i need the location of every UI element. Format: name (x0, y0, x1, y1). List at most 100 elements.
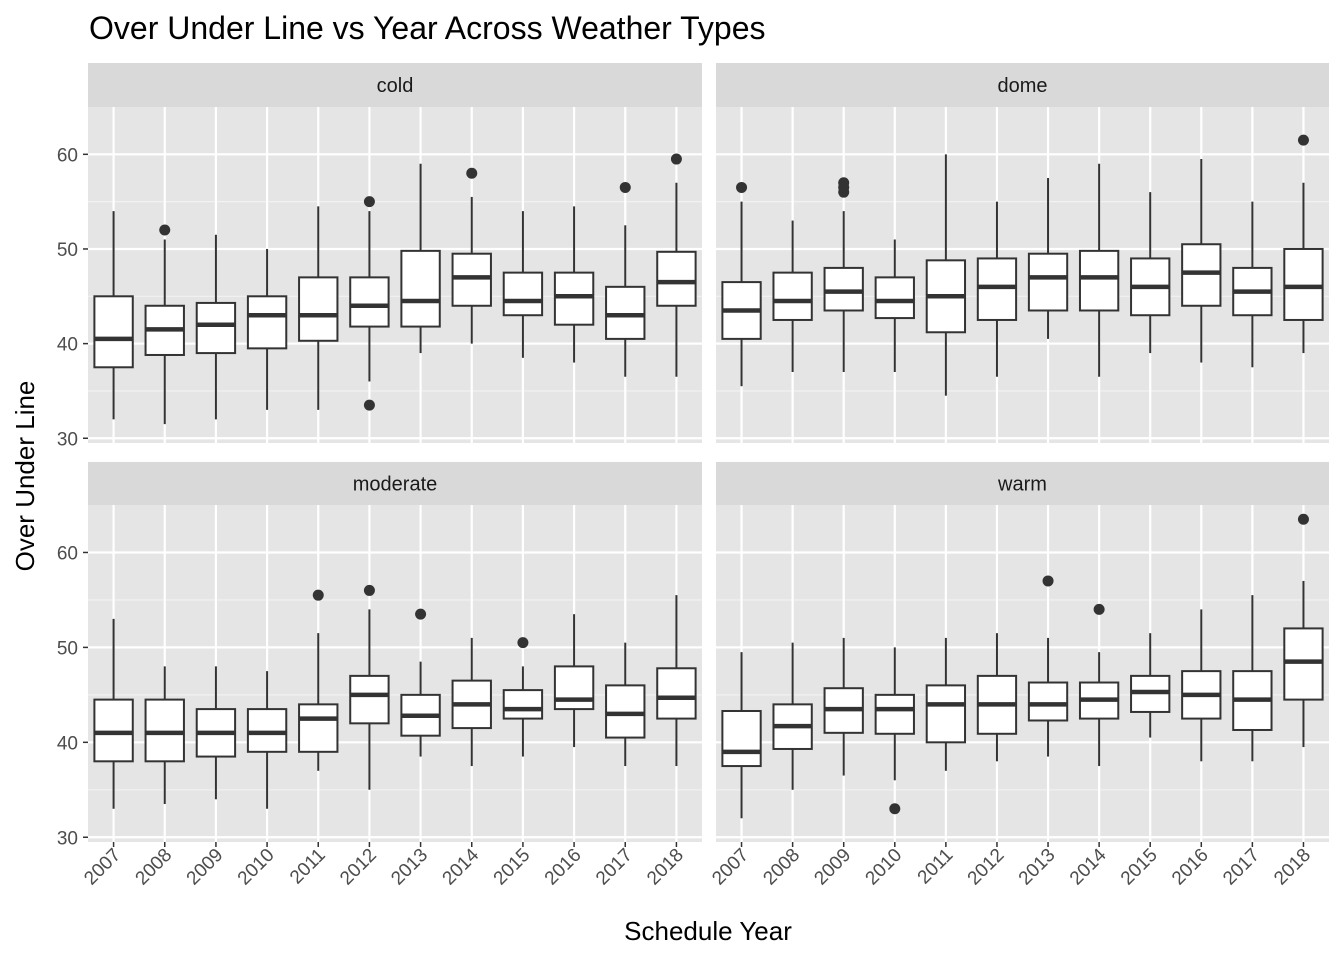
x-tick-label: 2013 (387, 845, 432, 890)
box-dome-2015 (1130, 192, 1171, 354)
outlier-point (1297, 134, 1309, 146)
x-tick-label: 2015 (490, 845, 535, 890)
x-tick-label: 2010 (234, 845, 279, 890)
box-moderate-2012 (349, 584, 390, 790)
box-warm-2007 (721, 652, 762, 819)
outlier-point (838, 177, 850, 189)
box-dome-2010 (874, 239, 915, 373)
box-warm-2009 (823, 637, 864, 776)
box-dome-2012 (976, 201, 1018, 377)
strip-label-warm: warm (997, 474, 1047, 496)
outlier-point (1297, 513, 1309, 525)
box-iqr (553, 271, 595, 326)
box-dome-2016 (1181, 159, 1222, 363)
box-iqr (298, 276, 339, 342)
box-warm-2010 (874, 647, 915, 815)
strip-cold (88, 63, 702, 107)
x-tick-label: 2015 (1117, 845, 1162, 890)
box-moderate-2017 (605, 642, 646, 767)
box-iqr (1283, 627, 1324, 701)
box-moderate-2009 (195, 666, 237, 800)
box-cold-2015 (502, 211, 544, 358)
x-tick-label: 2012 (964, 845, 1009, 890)
outlier-point (466, 167, 478, 179)
box-iqr (1181, 243, 1222, 307)
x-tick-label: 2017 (1219, 845, 1264, 890)
box-iqr (656, 667, 697, 720)
box-warm-2016 (1181, 609, 1222, 762)
box-warm-2017 (1232, 595, 1273, 762)
box-warm-2012 (976, 633, 1018, 762)
box-iqr (823, 266, 864, 312)
box-iqr (144, 698, 185, 763)
x-tick-label: 2014 (1066, 844, 1111, 889)
box-iqr (1027, 681, 1069, 722)
panel-dome: dome (716, 63, 1329, 443)
box-iqr (451, 252, 492, 307)
box-iqr (925, 684, 967, 744)
box-iqr (93, 295, 134, 369)
box-iqr (246, 295, 288, 350)
strip-warm (716, 462, 1329, 505)
box-dome-2018 (1283, 134, 1324, 354)
x-tick-label: 2008 (759, 845, 804, 890)
box-iqr (246, 708, 288, 753)
x-tick-label: 2013 (1015, 845, 1060, 890)
outlier-point (1093, 603, 1105, 615)
strip-label-cold: cold (377, 75, 414, 97)
strip-dome (716, 63, 1329, 107)
box-iqr (874, 276, 915, 320)
y-tick-label: 30 (57, 828, 78, 849)
box-dome-2009 (823, 177, 864, 373)
box-iqr (502, 689, 544, 720)
box-moderate-2011 (298, 589, 339, 771)
box-dome-2014 (1078, 163, 1120, 377)
x-tick-label: 2008 (132, 845, 177, 890)
y-axis-title: Over Under Line (10, 381, 40, 572)
box-moderate-2015 (502, 637, 544, 757)
box-moderate-2014 (451, 637, 492, 767)
box-iqr (349, 674, 390, 725)
x-tick-label: 2014 (439, 844, 484, 889)
box-iqr (1027, 252, 1069, 312)
panel-background (716, 107, 1329, 443)
box-warm-2013 (1027, 575, 1069, 757)
box-iqr (656, 250, 697, 307)
outlier-point (670, 153, 682, 165)
box-warm-2008 (772, 642, 813, 790)
box-moderate-2013 (400, 608, 441, 757)
box-iqr (772, 271, 813, 321)
box-cold-2018 (656, 153, 697, 377)
box-cold-2016 (553, 206, 595, 363)
panel-moderate: moderate 30 40 50 60 2007 2008 2009 2010 2011 2012… (57, 462, 702, 889)
y-tick-label: 50 (57, 240, 78, 261)
strip-label-dome: dome (997, 75, 1047, 97)
box-cold-2012 (349, 196, 390, 411)
box-iqr (605, 285, 646, 340)
outlier-point (1042, 575, 1054, 587)
panel-background (88, 107, 702, 443)
box-cold-2014 (451, 167, 492, 344)
box-moderate-2010 (246, 671, 288, 809)
outlier-point (363, 584, 375, 596)
chart-title: Over Under Line vs Year Across Weather T… (89, 10, 766, 46)
strip-label-moderate: moderate (353, 474, 438, 496)
x-tick-label: 2011 (286, 845, 330, 889)
box-dome-2013 (1027, 177, 1069, 339)
panel-background (88, 505, 702, 842)
box-moderate-2016 (553, 614, 595, 748)
box-cold-2008 (144, 224, 185, 425)
x-tick-label: 2012 (336, 845, 381, 890)
x-tick-label: 2007 (708, 845, 753, 890)
panel-warm: warm 2007 2008 2009 2010 2011 2012 2013 2014 2015… (708, 462, 1329, 889)
box-cold-2011 (298, 206, 339, 410)
box-iqr (298, 703, 339, 753)
x-tick-label: 2007 (80, 845, 125, 890)
box-warm-2015 (1130, 633, 1171, 738)
box-cold-2017 (605, 181, 646, 377)
outlier-point (619, 181, 631, 193)
x-tick-label: 2016 (541, 845, 586, 890)
y-tick-label: 50 (57, 638, 78, 659)
box-iqr (976, 257, 1018, 321)
